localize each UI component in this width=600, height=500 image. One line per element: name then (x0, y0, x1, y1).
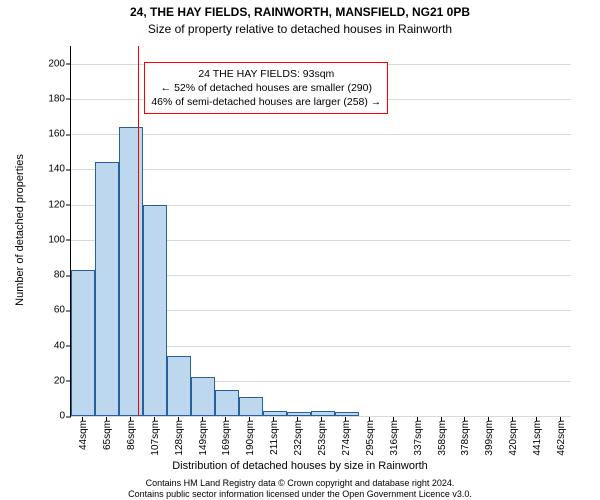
x-tick-label: 316sqm (389, 420, 400, 456)
x-tick-label: 44sqm (78, 420, 89, 450)
x-tick-label: 462sqm (556, 420, 567, 456)
y-tick-label: 80 (54, 270, 65, 281)
histogram-bar (263, 411, 287, 416)
callout-line-1: 24 THE HAY FIELDS: 93sqm (151, 67, 381, 81)
plot-area: 24 THE HAY FIELDS: 93sqm ← 52% of detach… (70, 46, 571, 417)
x-tick-label: 274sqm (341, 420, 352, 456)
gridline-h (71, 134, 571, 135)
x-tick-label: 337sqm (413, 420, 424, 456)
y-tick-label: 180 (48, 93, 65, 104)
gridline-h (71, 416, 571, 417)
x-tick-label: 232sqm (293, 420, 304, 456)
reference-line (138, 46, 139, 416)
histogram-bar (191, 377, 215, 416)
attribution-line-1: Contains HM Land Registry data © Crown c… (0, 478, 600, 488)
chart-title: 24, THE HAY FIELDS, RAINWORTH, MANSFIELD… (0, 5, 600, 19)
x-tick-label: 253sqm (317, 420, 328, 456)
histogram-bar (311, 411, 335, 416)
x-axis-label: Distribution of detached houses by size … (0, 460, 600, 472)
chart-container: 24, THE HAY FIELDS, RAINWORTH, MANSFIELD… (0, 0, 600, 500)
histogram-bar (239, 397, 263, 416)
y-tick-label: 40 (54, 340, 65, 351)
gridline-h (71, 169, 571, 170)
y-tick-label: 160 (48, 129, 65, 140)
x-tick-label: 190sqm (245, 420, 256, 456)
x-tick-label: 65sqm (102, 420, 113, 450)
histogram-bar (335, 412, 359, 416)
callout-line-3: 46% of semi-detached houses are larger (… (151, 95, 381, 109)
y-tick-label: 140 (48, 164, 65, 175)
callout-line-2: ← 52% of detached houses are smaller (29… (151, 81, 381, 95)
y-tick-label: 120 (48, 199, 65, 210)
x-tick-label: 295sqm (365, 420, 376, 456)
x-tick-label: 169sqm (221, 420, 232, 456)
x-tick-label: 107sqm (150, 420, 161, 456)
y-tick-label: 100 (48, 234, 65, 245)
y-tick-label: 60 (54, 305, 65, 316)
x-tick-label: 211sqm (269, 420, 280, 455)
y-tick-label: 0 (59, 411, 65, 422)
histogram-bar (215, 390, 239, 416)
x-tick-label: 128sqm (174, 420, 185, 456)
histogram-bar (167, 356, 191, 416)
histogram-bar (71, 270, 95, 416)
attribution-line-2: Contains public sector information licen… (0, 489, 600, 499)
x-tick-label: 399sqm (484, 420, 495, 456)
y-tick-label: 20 (54, 375, 65, 386)
y-axis-label: Number of detached properties (14, 154, 26, 306)
x-tick-label: 378sqm (460, 420, 471, 456)
histogram-bar (287, 412, 311, 416)
histogram-bar (143, 205, 167, 416)
chart-subtitle: Size of property relative to detached ho… (0, 22, 600, 36)
x-tick-label: 441sqm (532, 420, 543, 456)
x-tick-label: 86sqm (126, 420, 137, 450)
histogram-bar (95, 162, 119, 416)
x-tick-label: 149sqm (198, 420, 209, 456)
y-tick-label: 200 (48, 58, 65, 69)
x-tick-label: 358sqm (437, 420, 448, 456)
callout-box: 24 THE HAY FIELDS: 93sqm ← 52% of detach… (144, 62, 388, 115)
x-tick-label: 420sqm (508, 420, 519, 456)
